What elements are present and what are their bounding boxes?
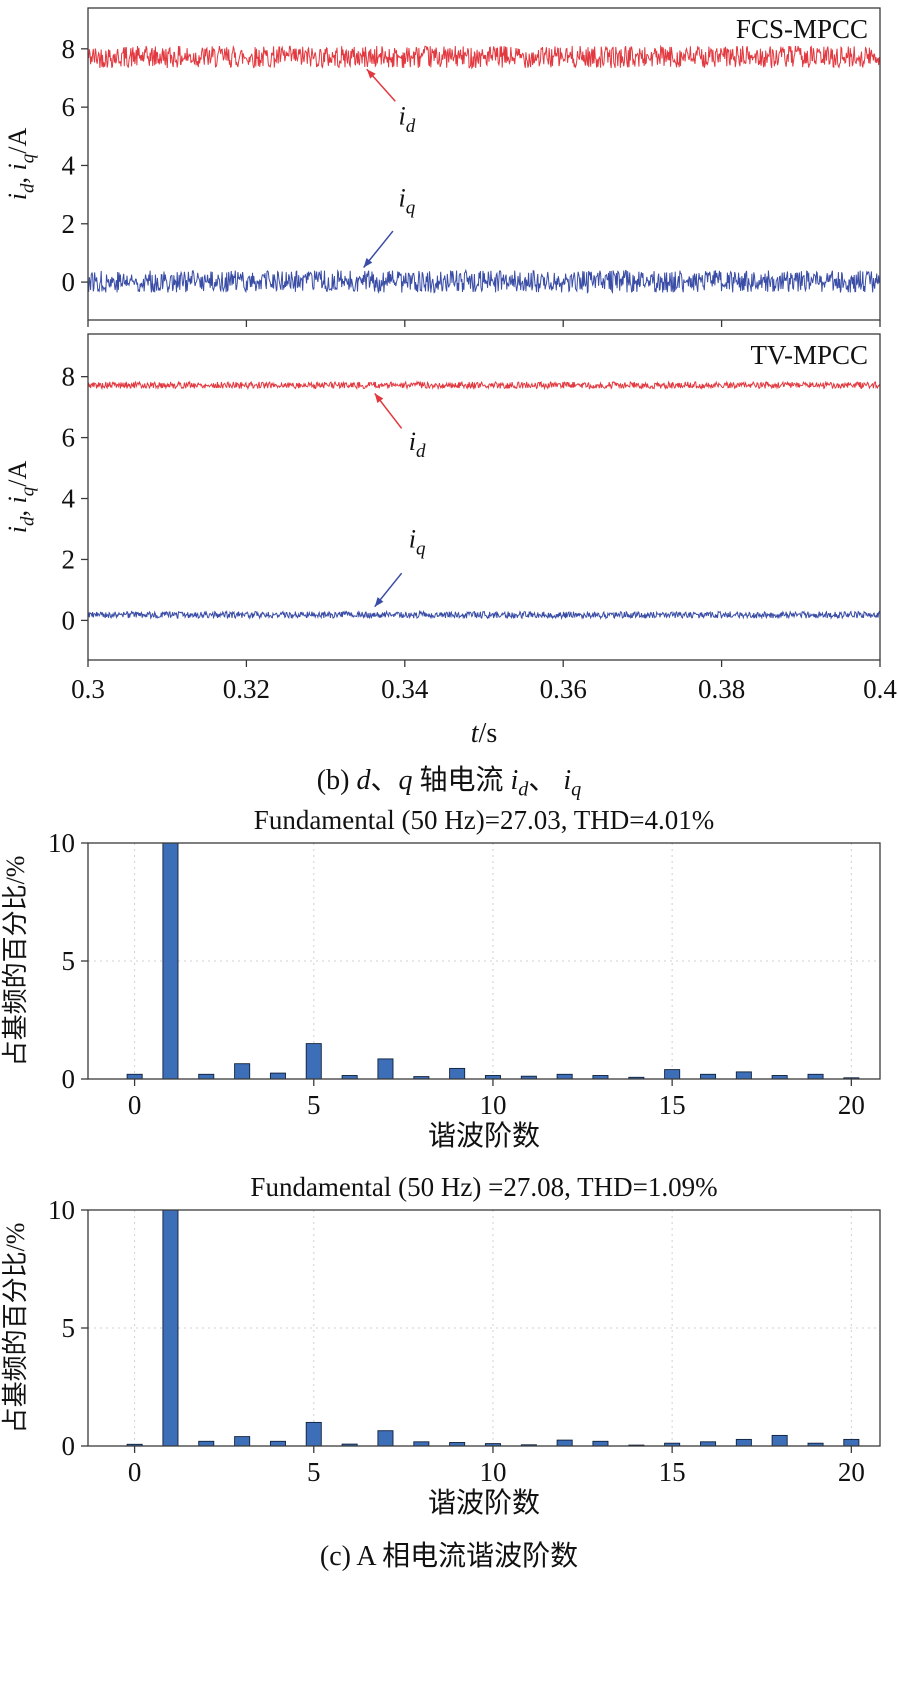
caption-c: (c) A 相电流谐波阶数 <box>319 1541 579 1572</box>
y-tick-label: 2 <box>62 209 76 239</box>
series-line-i_q <box>87 268 881 295</box>
y-tick-label: 8 <box>62 362 76 392</box>
series-annotation-label-i_q: iq <box>409 524 426 559</box>
bar <box>198 1440 215 1447</box>
y-tick-label: 0 <box>62 1431 76 1461</box>
x-tick-label: 5 <box>307 1090 321 1120</box>
y-tick-label: 2 <box>62 544 76 574</box>
x-axis-label: 谐波阶数 <box>428 1487 540 1516</box>
y-tick-label: 10 <box>48 1195 75 1225</box>
series-annotation-label-i_q: iq <box>398 183 415 218</box>
plot-frame <box>87 7 881 321</box>
bar <box>735 1071 752 1080</box>
x-tick-label: 0.36 <box>540 674 587 704</box>
bar <box>377 1430 394 1447</box>
annotation-arrowhead <box>363 258 373 268</box>
bar <box>377 1058 394 1080</box>
x-axis-label: t/s <box>471 718 497 748</box>
bar <box>162 842 179 1080</box>
x-tick-label: 10 <box>479 1090 506 1120</box>
caption-b: (b) d、q 轴电流 id、 iq <box>316 765 582 801</box>
series-line-i_d <box>87 44 881 70</box>
x-tick-label: 0.4 <box>863 674 897 704</box>
x-tick-label: 0 <box>128 1090 142 1120</box>
x-tick-label: 0.34 <box>381 674 429 704</box>
y-tick-label: 0 <box>62 1064 76 1094</box>
panel-label: TV-MPCC <box>750 340 868 370</box>
y-tick-label: 0 <box>62 605 76 635</box>
bar <box>664 1069 681 1080</box>
bar <box>771 1434 788 1447</box>
y-tick-label: 4 <box>62 484 76 514</box>
series-line-i_d <box>87 380 881 391</box>
annotation-arrowhead <box>374 393 384 403</box>
y-tick-label: 5 <box>62 1313 76 1343</box>
x-tick-label: 10 <box>479 1457 506 1487</box>
bar <box>269 1072 286 1080</box>
y-axis-label: id, iq/A <box>3 128 38 201</box>
series-annotation-label-i_d: id <box>409 427 426 462</box>
bar <box>234 1063 251 1080</box>
x-tick-label: 20 <box>838 1457 865 1487</box>
y-tick-label: 0 <box>62 267 76 297</box>
y-axis-label: 占基频的百分比/% <box>1 856 30 1067</box>
x-tick-label: 15 <box>659 1090 686 1120</box>
y-tick-label: 4 <box>62 150 76 180</box>
x-tick-label: 0.32 <box>223 674 270 704</box>
harmonic-bar-chart-tv: 0 5 10 15 20 0 5 10 Fundamental (50 Hz) =27.08, … <box>1 1172 881 1519</box>
x-tick-label: 0.38 <box>698 674 745 704</box>
bar <box>126 1073 143 1080</box>
annotation-arrowhead <box>374 597 384 607</box>
annotation-arrowhead <box>366 69 376 79</box>
series-annotation-label-i_d: id <box>398 102 415 137</box>
bar <box>592 1440 609 1447</box>
y-axis-label: 占基频的百分比/% <box>1 1223 30 1434</box>
panel-label: FCS-MPCC <box>736 14 868 44</box>
bar <box>305 1421 322 1447</box>
x-tick-label: 20 <box>838 1090 865 1120</box>
bar <box>556 1439 573 1447</box>
x-tick-label: 15 <box>659 1457 686 1487</box>
bar <box>556 1073 573 1080</box>
bar <box>700 1073 717 1080</box>
bar-chart: 0 5 10 15 20 0 5 10 Fundamental (50 Hz) =27.08, … <box>1 1172 881 1519</box>
bar <box>198 1073 215 1080</box>
x-tick-label: 0 <box>128 1457 142 1487</box>
bar <box>449 1067 466 1080</box>
y-tick-label: 8 <box>62 34 76 64</box>
x-tick-label: 5 <box>307 1457 321 1487</box>
y-tick-label: 6 <box>62 92 76 122</box>
bar <box>269 1440 286 1447</box>
y-tick-label: 5 <box>62 946 76 976</box>
bar <box>162 1209 179 1447</box>
y-axis-label: id, iq/A <box>3 461 38 534</box>
x-axis-label: 谐波阶数 <box>428 1120 540 1149</box>
plot-frame <box>87 333 881 661</box>
panel-tv-mpcc: 0 2 4 6 8 0.3 0.32 0.34 0.36 0.38 0.4 TV-MPCC id, iq… <box>3 333 897 704</box>
x-tick-label: 0.3 <box>71 674 105 704</box>
panel-fcs-mpcc: 0 2 4 6 8 FCS-MPCC id, iq/A id iq <box>3 7 881 327</box>
bar <box>305 1043 322 1080</box>
chart-title: Fundamental (50 Hz) =27.08, THD=1.09% <box>250 1172 717 1202</box>
bar <box>807 1073 824 1080</box>
bar <box>735 1438 752 1447</box>
y-tick-label: 6 <box>62 423 76 453</box>
series-line-i_q <box>87 609 881 621</box>
bar <box>843 1438 860 1447</box>
timeseries-chart: 0 2 4 6 8 FCS-MPCC id, iq/A id iq 0 2 4 6 8 0.3 0.32 0.3… <box>3 7 897 749</box>
spacer <box>0 1154 898 1170</box>
bar-chart: 0 5 10 15 20 0 5 10 Fundamental (50 Hz)=27.03, T… <box>1 805 881 1152</box>
bar <box>234 1436 251 1447</box>
harmonic-bar-chart-fcs: 0 5 10 15 20 0 5 10 Fundamental (50 Hz)=27.03, T… <box>1 805 881 1152</box>
y-tick-label: 10 <box>48 828 75 858</box>
chart-title: Fundamental (50 Hz)=27.03, THD=4.01% <box>254 805 714 835</box>
